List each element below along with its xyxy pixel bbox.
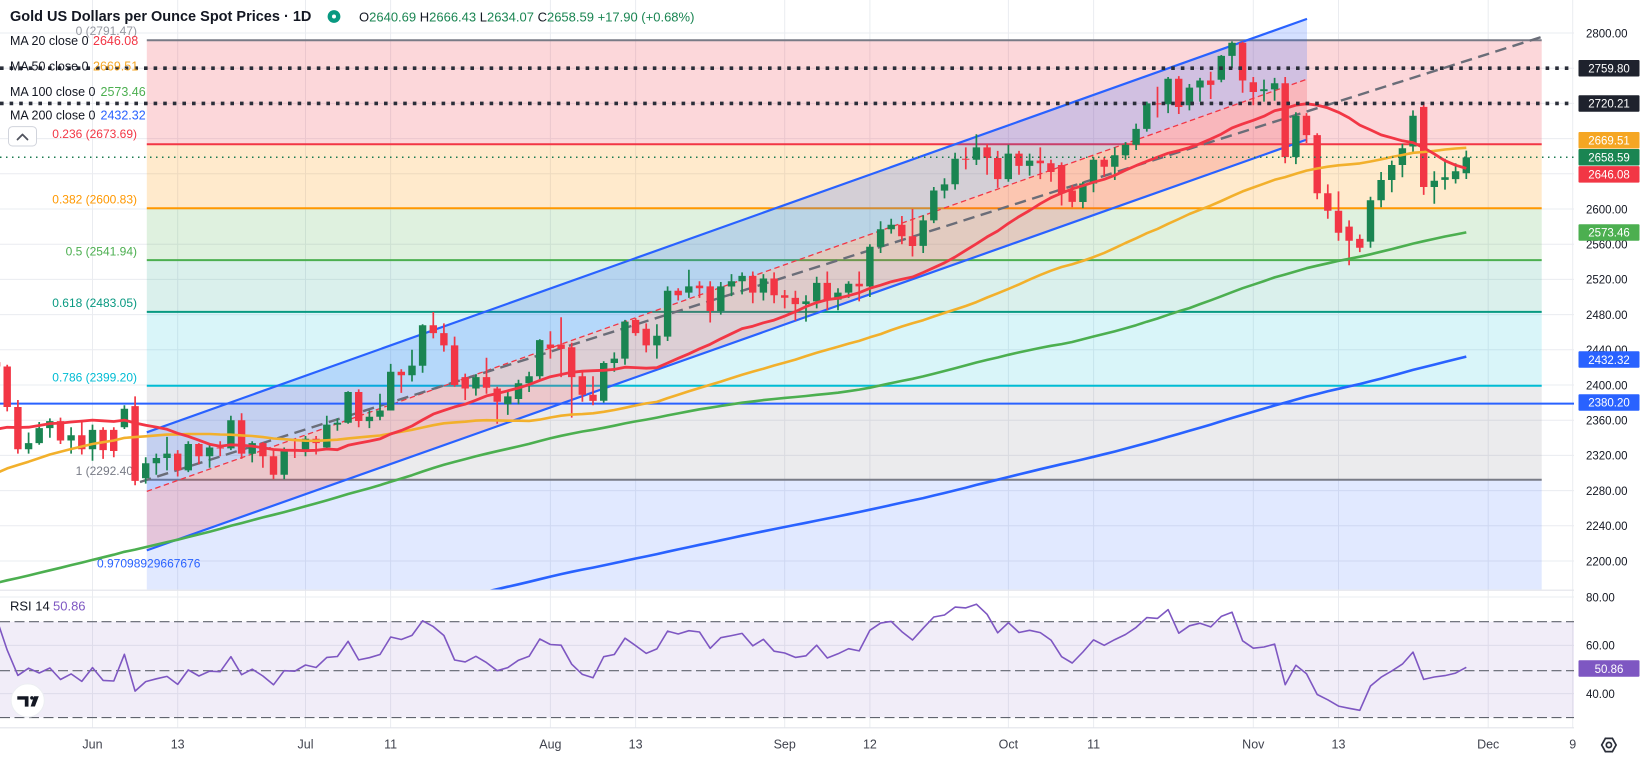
svg-text:Oct: Oct: [999, 738, 1019, 752]
svg-text:Aug: Aug: [539, 738, 561, 752]
svg-text:2432.32: 2432.32: [1588, 355, 1630, 367]
svg-text:MA 50 close 0: MA 50 close 0: [10, 60, 89, 74]
svg-text:2360.00: 2360.00: [1586, 416, 1628, 428]
svg-text:0.382 (2600.83): 0.382 (2600.83): [52, 192, 137, 206]
svg-text:12: 12: [863, 738, 877, 752]
svg-text:MA 200 close 0: MA 200 close 0: [10, 109, 96, 123]
svg-text:9: 9: [1569, 738, 1576, 752]
svg-text:2669.51: 2669.51: [93, 60, 138, 74]
svg-text:11: 11: [1087, 738, 1100, 752]
svg-text:13: 13: [1332, 738, 1346, 752]
svg-text:40.00: 40.00: [1586, 689, 1615, 701]
svg-text:2380.20: 2380.20: [1588, 398, 1630, 410]
svg-text:O2640.69 H2666.43 L2634.07 C26: O2640.69 H2666.43 L2634.07 C2658.59 +17.…: [359, 9, 694, 24]
svg-text:2573.46: 2573.46: [1588, 228, 1630, 240]
svg-text:0.236 (2673.69): 0.236 (2673.69): [52, 127, 137, 141]
svg-text:2646.08: 2646.08: [1588, 170, 1630, 182]
svg-text:2720.21: 2720.21: [1588, 99, 1630, 111]
svg-text:2669.51: 2669.51: [1588, 136, 1630, 148]
svg-text:2400.00: 2400.00: [1586, 380, 1628, 392]
svg-text:2759.80: 2759.80: [1588, 64, 1630, 76]
svg-text:0.97098929667676: 0.97098929667676: [97, 557, 201, 571]
svg-text:2560.00: 2560.00: [1586, 240, 1628, 252]
svg-text:Gold US Dollars per Ounce Spot: Gold US Dollars per Ounce Spot Prices · …: [10, 9, 311, 25]
svg-text:Dec: Dec: [1477, 738, 1499, 752]
svg-text:MA 100 close 0: MA 100 close 0: [10, 85, 96, 99]
svg-text:60.00: 60.00: [1586, 641, 1615, 653]
svg-text:80.00: 80.00: [1586, 592, 1615, 604]
svg-text:Jul: Jul: [298, 738, 314, 752]
svg-text:2320.00: 2320.00: [1586, 451, 1628, 463]
svg-text:0.786 (2399.20): 0.786 (2399.20): [52, 370, 137, 384]
svg-text:2432.32: 2432.32: [101, 109, 146, 123]
svg-text:0 (2791.47): 0 (2791.47): [76, 24, 137, 38]
svg-text:Sep: Sep: [774, 738, 796, 752]
svg-text:RSI 14: RSI 14: [10, 598, 50, 613]
svg-text:50.86: 50.86: [53, 598, 86, 613]
svg-text:0.5 (2541.94): 0.5 (2541.94): [66, 244, 137, 258]
svg-text:Jun: Jun: [82, 738, 102, 752]
svg-text:MA 20 close 0: MA 20 close 0: [10, 34, 89, 48]
svg-text:1 (2292.40): 1 (2292.40): [76, 464, 137, 478]
svg-text:2646.08: 2646.08: [93, 34, 138, 48]
svg-text:2573.46: 2573.46: [101, 85, 146, 99]
svg-text:Nov: Nov: [1242, 738, 1265, 752]
svg-text:13: 13: [171, 738, 185, 752]
svg-text:50.86: 50.86: [1595, 664, 1624, 676]
svg-text:2600.00: 2600.00: [1586, 204, 1628, 216]
svg-text:0.618 (2483.05): 0.618 (2483.05): [52, 296, 137, 310]
svg-text:2200.00: 2200.00: [1586, 556, 1628, 568]
svg-text:11: 11: [384, 738, 397, 752]
svg-text:2280.00: 2280.00: [1586, 486, 1628, 498]
svg-text:2658.59: 2658.59: [1588, 153, 1630, 165]
svg-text:2240.00: 2240.00: [1586, 521, 1628, 533]
svg-text:2480.00: 2480.00: [1586, 310, 1628, 322]
svg-text:2520.00: 2520.00: [1586, 275, 1628, 287]
svg-text:2800.00: 2800.00: [1586, 28, 1628, 40]
svg-text:13: 13: [629, 738, 643, 752]
